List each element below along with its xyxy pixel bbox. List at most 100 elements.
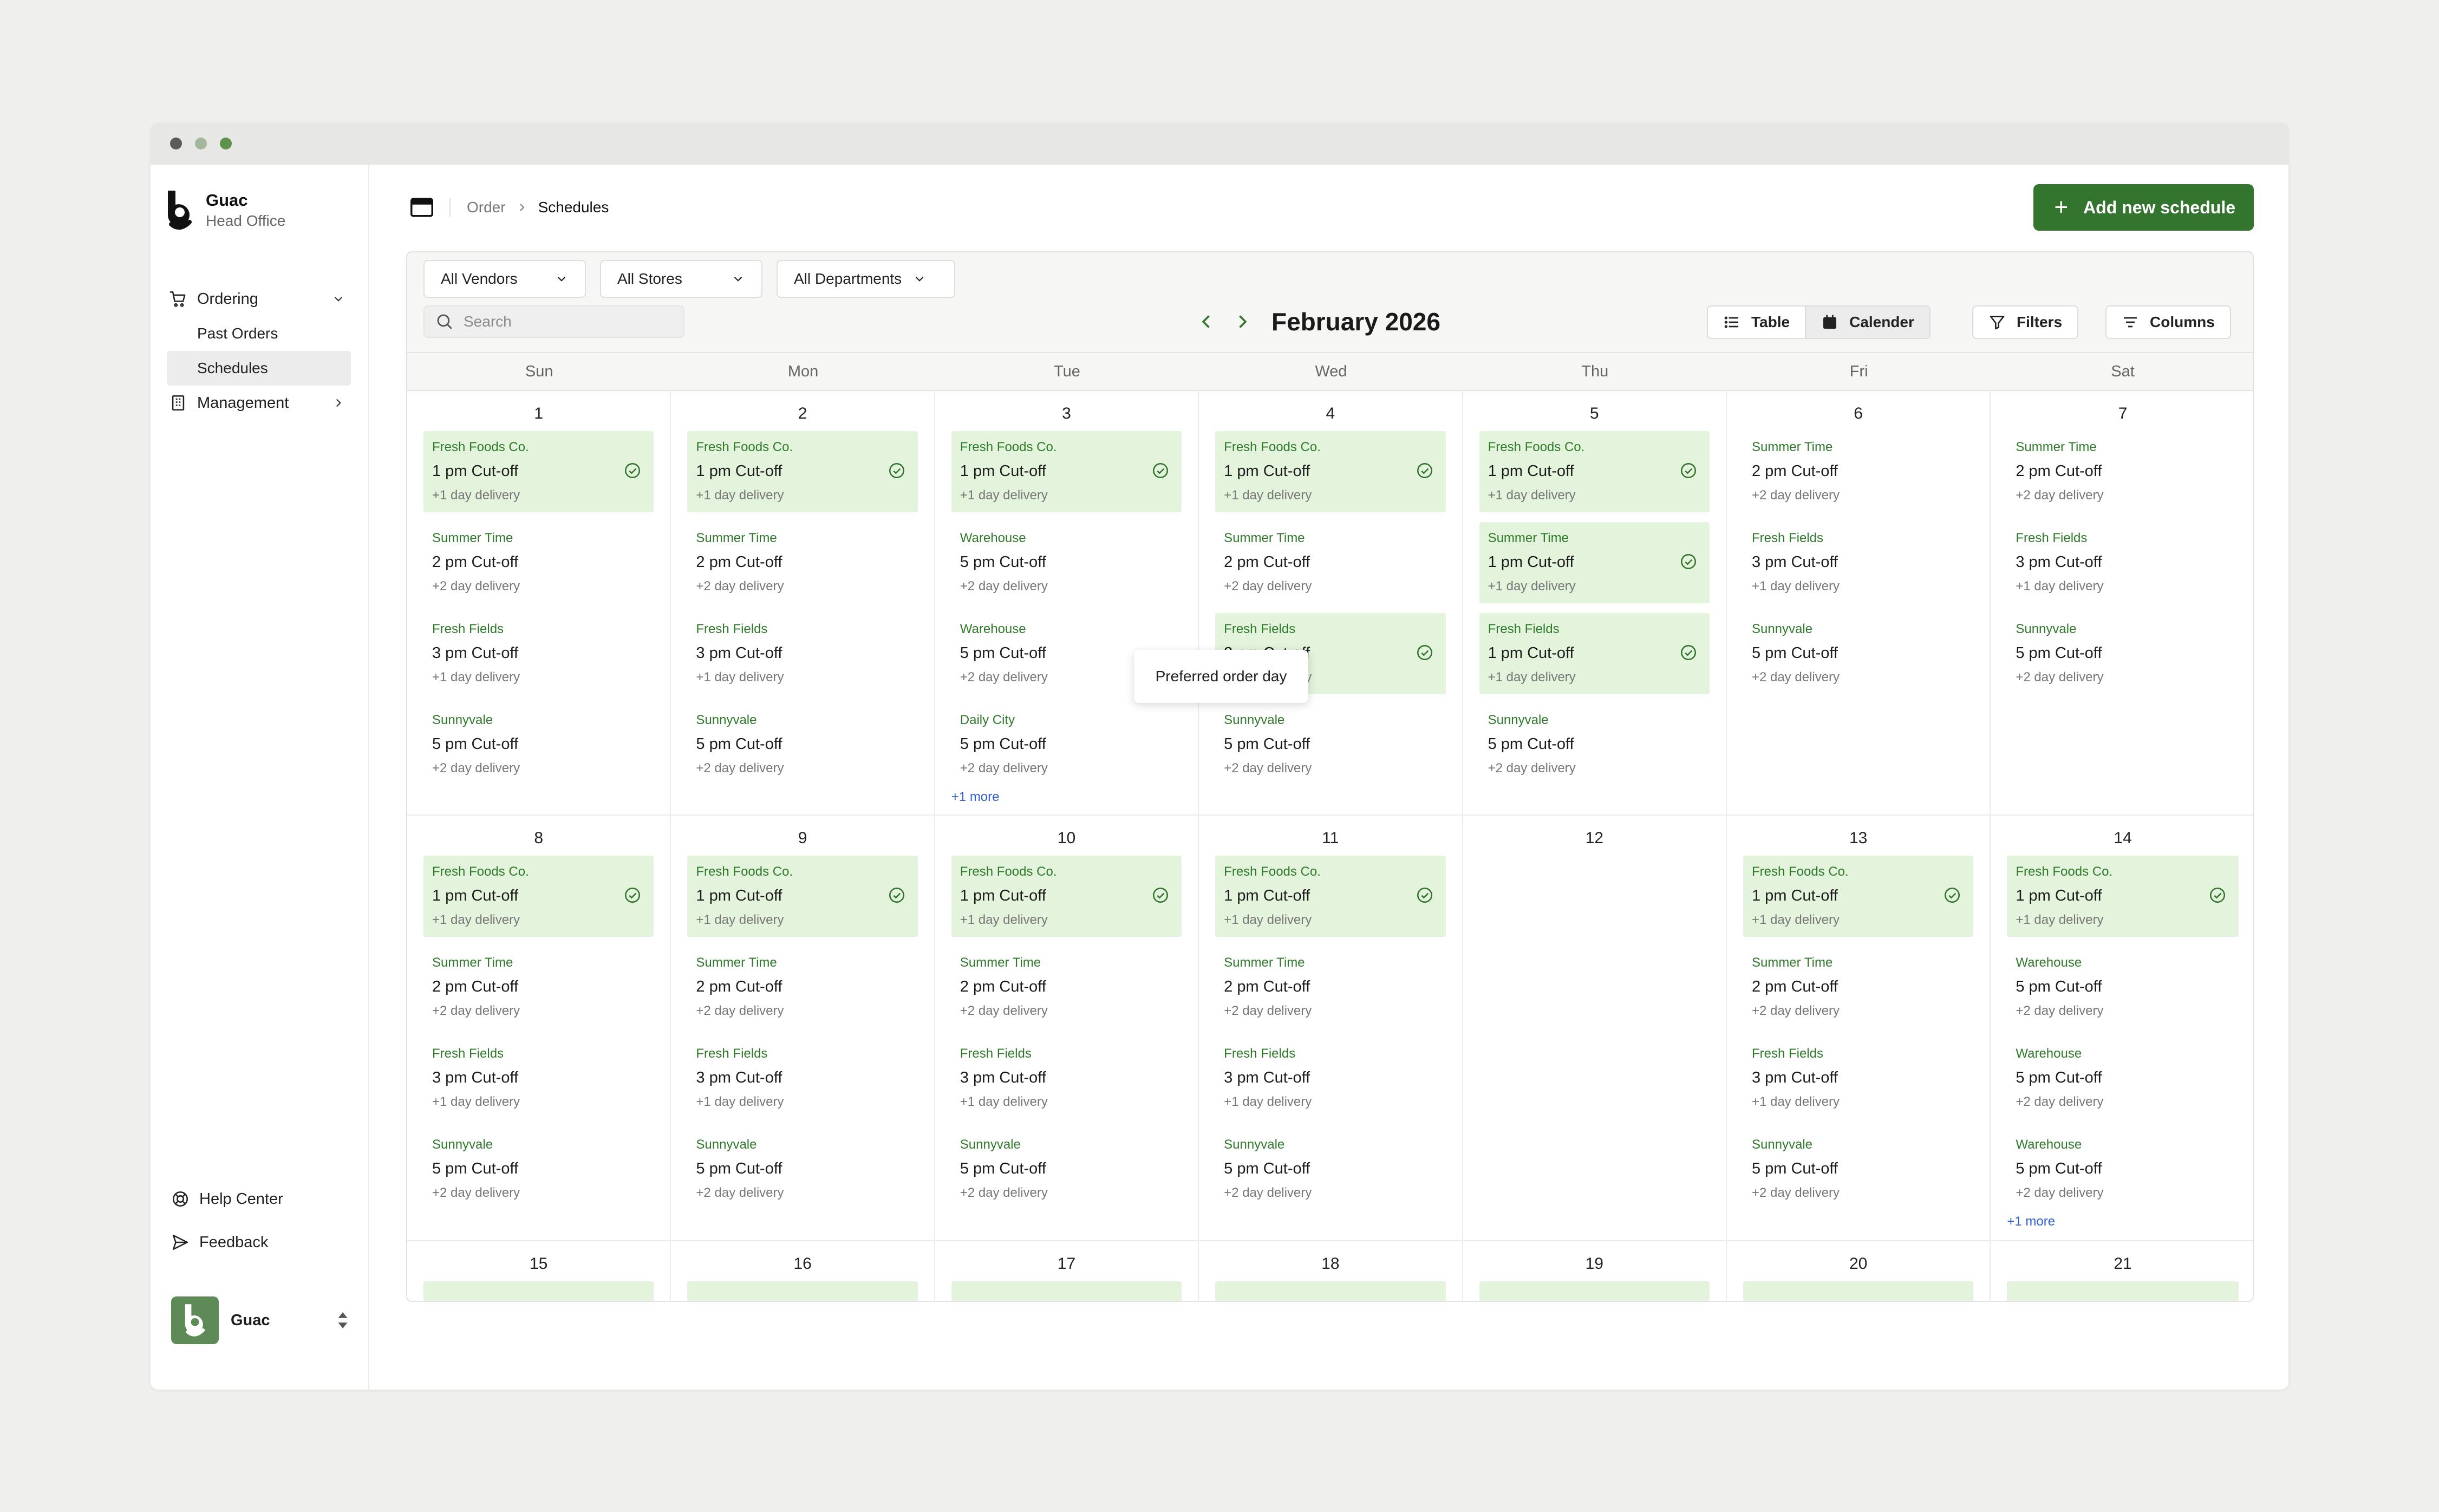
- schedule-event[interactable]: Sunnyvale 5 pm Cut-off +2 day delivery: [423, 1129, 654, 1210]
- schedule-event[interactable]: Fresh Foods Co. 1 pm Cut-off +1 day delive…: [1215, 431, 1446, 512]
- check-circle-icon[interactable]: [888, 886, 906, 904]
- check-circle-icon[interactable]: [1151, 886, 1170, 904]
- schedule-event[interactable]: [423, 1281, 654, 1301]
- schedule-event[interactable]: Summer Time 2 pm Cut-off +2 day delivery: [687, 522, 917, 603]
- window-zoom-dot[interactable]: [220, 138, 232, 149]
- schedule-event[interactable]: [2007, 1281, 2239, 1301]
- schedule-event[interactable]: Warehouse 5 pm Cut-off +2 day delivery: [2007, 947, 2238, 1028]
- calendar-day-cell[interactable]: 21: [1991, 1241, 2253, 1301]
- calendar-day-cell[interactable]: 19: [1463, 1241, 1727, 1301]
- columns-button[interactable]: Columns: [2105, 305, 2231, 339]
- calendar-day-cell[interactable]: 14 Fresh Foods Co. 1 pm Cut-off +1 day deli…: [1991, 816, 2253, 1240]
- calendar-day-cell[interactable]: 11 Fresh Foods Co. 1 pm Cut-off +1 day deli…: [1199, 816, 1463, 1240]
- schedule-event[interactable]: Summer Time 2 pm Cut-off +2 day delivery: [423, 522, 654, 603]
- calendar-day-cell[interactable]: 7 Summer Time 2 pm Cut-off +2 day delivery F…: [1991, 391, 2253, 814]
- calendar-day-cell[interactable]: 17: [935, 1241, 1199, 1301]
- schedule-event[interactable]: Fresh Foods Co. 1 pm Cut-off +1 day delive…: [1479, 431, 1710, 512]
- schedule-event[interactable]: Sunnyvale 5 pm Cut-off +2 day delivery: [687, 1129, 917, 1210]
- search-field[interactable]: [423, 305, 684, 338]
- schedule-event[interactable]: [1743, 1281, 1974, 1301]
- check-circle-icon[interactable]: [1679, 461, 1698, 480]
- schedule-event[interactable]: Fresh Fields 3 pm Cut-off +1 day delivery: [423, 1038, 654, 1119]
- schedule-event[interactable]: [1479, 1281, 1710, 1301]
- schedule-event[interactable]: [1215, 1281, 1446, 1301]
- schedule-event[interactable]: Sunnyvale 5 pm Cut-off +2 day delivery: [423, 704, 654, 785]
- breadcrumb-order[interactable]: Order: [467, 199, 506, 216]
- table-view-tab[interactable]: Table: [1708, 307, 1805, 338]
- schedule-event[interactable]: Summer Time 1 pm Cut-off +1 day delivery: [1479, 522, 1710, 603]
- schedule-event[interactable]: Summer Time 2 pm Cut-off +2 day delivery: [1215, 947, 1445, 1028]
- calendar-day-cell[interactable]: 5 Fresh Foods Co. 1 pm Cut-off +1 day deliv…: [1463, 391, 1727, 814]
- schedule-event[interactable]: Fresh Fields 3 pm Cut-off +1 day delivery: [687, 613, 917, 694]
- calendar-day-cell[interactable]: 20: [1727, 1241, 1991, 1301]
- calendar-day-cell[interactable]: 10 Fresh Foods Co. 1 pm Cut-off +1 day deli…: [935, 816, 1199, 1240]
- schedule-event[interactable]: Warehouse 5 pm Cut-off +2 day delivery: [951, 522, 1182, 603]
- schedule-event[interactable]: Sunnyvale 5 pm Cut-off +2 day delivery: [1743, 1129, 1973, 1210]
- schedule-event[interactable]: Fresh Fields 3 pm Cut-off +1 day delivery: [1743, 1038, 1973, 1119]
- schedule-event[interactable]: Daily City 5 pm Cut-off +2 day delivery: [951, 704, 1182, 785]
- schedule-event[interactable]: Warehouse 5 pm Cut-off +2 day delivery: [2007, 1129, 2238, 1210]
- check-circle-icon[interactable]: [2208, 886, 2227, 904]
- calendar-day-cell[interactable]: 12: [1463, 816, 1727, 1240]
- check-circle-icon[interactable]: [1151, 461, 1170, 480]
- sidebar-item-past-orders[interactable]: Past Orders: [197, 325, 278, 342]
- schedule-event[interactable]: Fresh Foods Co. 1 pm Cut-off +1 day delive…: [1743, 856, 1974, 937]
- schedule-event[interactable]: Fresh Fields 1 pm Cut-off +1 day delivery: [1479, 613, 1710, 694]
- schedule-event[interactable]: Fresh Fields 3 pm Cut-off +1 day delivery: [1215, 1038, 1445, 1119]
- schedule-event[interactable]: Fresh Foods Co. 1 pm Cut-off +1 day delive…: [951, 856, 1182, 937]
- calendar-day-cell[interactable]: 18: [1199, 1241, 1463, 1301]
- sidebar-toggle-icon[interactable]: [410, 198, 433, 217]
- calendar-day-cell[interactable]: 3 Fresh Foods Co. 1 pm Cut-off +1 day deliv…: [935, 391, 1199, 814]
- schedule-event[interactable]: Sunnyvale 5 pm Cut-off +2 day delivery: [951, 1129, 1182, 1210]
- check-circle-icon[interactable]: [1416, 643, 1434, 662]
- search-input[interactable]: [464, 313, 669, 330]
- schedule-event[interactable]: Fresh Fields 3 pm Cut-off +1 day delivery: [423, 613, 654, 694]
- chevron-down-icon[interactable]: [331, 292, 345, 306]
- store-filter-select[interactable]: All Stores: [600, 260, 762, 298]
- check-circle-icon[interactable]: [1416, 886, 1434, 904]
- schedule-event[interactable]: Warehouse 5 pm Cut-off +2 day delivery: [951, 613, 1182, 694]
- calendar-day-cell[interactable]: 6 Summer Time 2 pm Cut-off +2 day delivery F…: [1727, 391, 1991, 814]
- schedule-event[interactable]: Fresh Foods Co. 1 pm Cut-off +1 day delive…: [2007, 856, 2239, 937]
- schedule-event[interactable]: [687, 1281, 918, 1301]
- calendar-day-cell[interactable]: 2 Fresh Foods Co. 1 pm Cut-off +1 day deliv…: [671, 391, 935, 814]
- schedule-event[interactable]: Fresh Foods Co. 1 pm Cut-off +1 day delive…: [1215, 856, 1446, 937]
- schedule-event[interactable]: Fresh Fields 3 pm Cut-off +1 day delivery: [687, 1038, 917, 1119]
- check-circle-icon[interactable]: [1416, 461, 1434, 480]
- schedule-event[interactable]: Fresh Fields 3 pm Cut-off +1 day delivery: [951, 1038, 1182, 1119]
- calendar-day-cell[interactable]: 13 Fresh Foods Co. 1 pm Cut-off +1 day deli…: [1727, 816, 1991, 1240]
- department-filter-select[interactable]: All Departments: [777, 260, 955, 298]
- check-circle-icon[interactable]: [888, 461, 906, 480]
- schedule-event[interactable]: Sunnyvale 5 pm Cut-off +2 day delivery: [687, 704, 917, 785]
- schedule-event[interactable]: Warehouse 5 pm Cut-off +2 day delivery: [2007, 1038, 2238, 1119]
- chevron-right-icon[interactable]: [331, 396, 345, 410]
- calendar-day-cell[interactable]: 16: [671, 1241, 935, 1301]
- previous-month-icon[interactable]: [1197, 312, 1216, 331]
- calendar-day-cell[interactable]: 1 Fresh Foods Co. 1 pm Cut-off +1 day deliv…: [407, 391, 671, 814]
- schedule-event[interactable]: Summer Time 2 pm Cut-off +2 day delivery: [1743, 431, 1973, 512]
- check-circle-icon[interactable]: [623, 461, 642, 480]
- schedule-event[interactable]: Fresh Foods Co. 1 pm Cut-off +1 day delive…: [951, 431, 1182, 512]
- calendar-day-cell[interactable]: 15: [407, 1241, 671, 1301]
- account-switcher[interactable]: Guac: [171, 1296, 350, 1344]
- check-circle-icon[interactable]: [1679, 552, 1698, 571]
- calendar-day-cell[interactable]: 9 Fresh Foods Co. 1 pm Cut-off +1 day deliv…: [671, 816, 935, 1240]
- schedule-event[interactable]: Summer Time 2 pm Cut-off +2 day delivery: [1743, 947, 1973, 1028]
- schedule-event[interactable]: Fresh Fields 3 pm Cut-off +1 day delivery: [1743, 522, 1973, 603]
- schedule-event[interactable]: Fresh Fields 3 pm Cut-off +1 day delivery: [2007, 522, 2238, 603]
- calendar-day-cell[interactable]: 4 Fresh Foods Co. 1 pm Cut-off +1 day deliv…: [1199, 391, 1463, 814]
- brand[interactable]: Guac Head Office: [166, 188, 285, 232]
- schedule-event[interactable]: Summer Time 2 pm Cut-off +2 day delivery: [687, 947, 917, 1028]
- schedule-event[interactable]: Summer Time 2 pm Cut-off +2 day delivery: [2007, 431, 2238, 512]
- schedule-event[interactable]: Fresh Foods Co. 1 pm Cut-off +1 day delive…: [687, 856, 918, 937]
- window-close-dot[interactable]: [170, 138, 182, 149]
- schedule-event[interactable]: Fresh Foods Co. 1 pm Cut-off +1 day delive…: [423, 431, 654, 512]
- schedule-event[interactable]: Sunnyvale 5 pm Cut-off +2 day delivery: [2007, 613, 2238, 694]
- schedule-event[interactable]: Summer Time 2 pm Cut-off +2 day delivery: [423, 947, 654, 1028]
- calendar-day-cell[interactable]: 8 Fresh Foods Co. 1 pm Cut-off +1 day deliv…: [407, 816, 671, 1240]
- sidebar-item-management[interactable]: Management: [167, 386, 351, 420]
- schedule-event[interactable]: Fresh Foods Co. 1 pm Cut-off +1 day delive…: [687, 431, 918, 512]
- check-circle-icon[interactable]: [1943, 886, 1961, 904]
- more-events-link[interactable]: +1 more: [2007, 1214, 2056, 1229]
- sidebar-item-schedules[interactable]: Schedules: [167, 351, 351, 386]
